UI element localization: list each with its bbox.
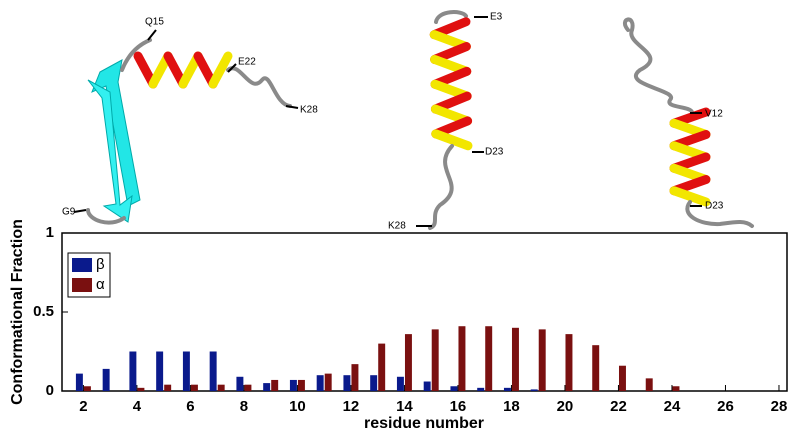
annotation: K28 xyxy=(388,221,406,232)
annotation: E22 xyxy=(238,57,256,68)
legend-label: β xyxy=(96,256,105,273)
x-tick-label: 14 xyxy=(396,398,413,415)
bar xyxy=(592,345,600,391)
leader-line xyxy=(285,105,299,109)
bar xyxy=(477,387,485,391)
bar xyxy=(343,375,351,391)
coil xyxy=(226,66,292,108)
bar xyxy=(503,387,511,391)
plot-frame xyxy=(61,232,788,392)
coil xyxy=(86,208,126,225)
bar xyxy=(370,375,378,391)
bar xyxy=(236,376,244,391)
helix-ribbon xyxy=(208,51,233,89)
coil xyxy=(120,38,152,72)
bar xyxy=(289,379,297,391)
y-tick-label: 1 xyxy=(46,224,54,241)
x-tick-label: 22 xyxy=(610,398,627,415)
bar xyxy=(431,329,439,391)
legend-swatch xyxy=(72,258,92,272)
bar xyxy=(396,376,404,391)
bar xyxy=(450,386,458,391)
annotation: V12 xyxy=(705,109,723,120)
coil xyxy=(685,200,754,228)
bar xyxy=(271,379,279,391)
bar xyxy=(324,373,332,391)
bar xyxy=(102,368,110,391)
bar xyxy=(423,381,431,391)
bar xyxy=(485,326,493,391)
x-tick-label: 18 xyxy=(503,398,520,415)
x-tick-label: 20 xyxy=(557,398,574,415)
x-tick-label: 10 xyxy=(289,398,306,415)
annotation: K28 xyxy=(300,105,318,116)
bar xyxy=(530,389,538,391)
bar xyxy=(404,334,412,391)
x-tick-label: 4 xyxy=(133,398,142,415)
bar xyxy=(645,378,653,391)
bar xyxy=(538,329,546,391)
annotation: D23 xyxy=(485,147,504,158)
legend-label: α xyxy=(96,276,105,293)
bar xyxy=(164,384,172,391)
annotation: G9 xyxy=(62,207,76,218)
y-tick-label: 0.5 xyxy=(33,303,54,320)
bar xyxy=(129,351,137,391)
bar xyxy=(182,351,190,391)
bar xyxy=(316,375,324,391)
beta-strand xyxy=(87,79,133,223)
bar xyxy=(209,351,217,391)
bar xyxy=(156,351,164,391)
bar xyxy=(511,327,519,391)
bar xyxy=(351,364,359,391)
bar xyxy=(565,334,573,391)
x-tick-label: 16 xyxy=(450,398,467,415)
coil xyxy=(622,17,694,114)
y-axis-label: Conformational Fraction xyxy=(9,219,26,405)
bar xyxy=(83,386,91,391)
bar xyxy=(458,326,466,391)
x-axis-label: residue number xyxy=(364,415,484,432)
bar xyxy=(137,387,145,391)
bar xyxy=(244,384,252,391)
x-tick-label: 12 xyxy=(343,398,360,415)
x-tick-label: 24 xyxy=(664,398,681,415)
bar xyxy=(190,384,198,391)
coil xyxy=(428,144,454,230)
coil xyxy=(434,10,468,24)
bar xyxy=(618,365,626,391)
annotation: E3 xyxy=(490,12,503,23)
beta-strand xyxy=(91,59,141,207)
x-tick-label: 26 xyxy=(717,398,734,415)
bar xyxy=(263,383,271,391)
x-tick-label: 28 xyxy=(771,398,788,415)
helix-ribbon xyxy=(669,186,711,207)
bar xyxy=(217,384,225,391)
annotation: Q15 xyxy=(145,17,164,28)
leader-line xyxy=(73,209,87,213)
x-tick-label: 2 xyxy=(79,398,87,415)
helix-ribbon xyxy=(431,129,473,151)
bar xyxy=(75,373,83,391)
x-tick-label: 6 xyxy=(186,398,194,415)
bar xyxy=(672,386,680,391)
bar xyxy=(378,343,386,391)
leader-line xyxy=(227,63,237,73)
legend-swatch xyxy=(72,278,92,292)
y-tick-label: 0 xyxy=(46,382,54,399)
annotation: D23 xyxy=(705,201,724,212)
bar xyxy=(297,379,305,391)
leader-line xyxy=(147,29,157,41)
x-tick-label: 8 xyxy=(240,398,248,415)
